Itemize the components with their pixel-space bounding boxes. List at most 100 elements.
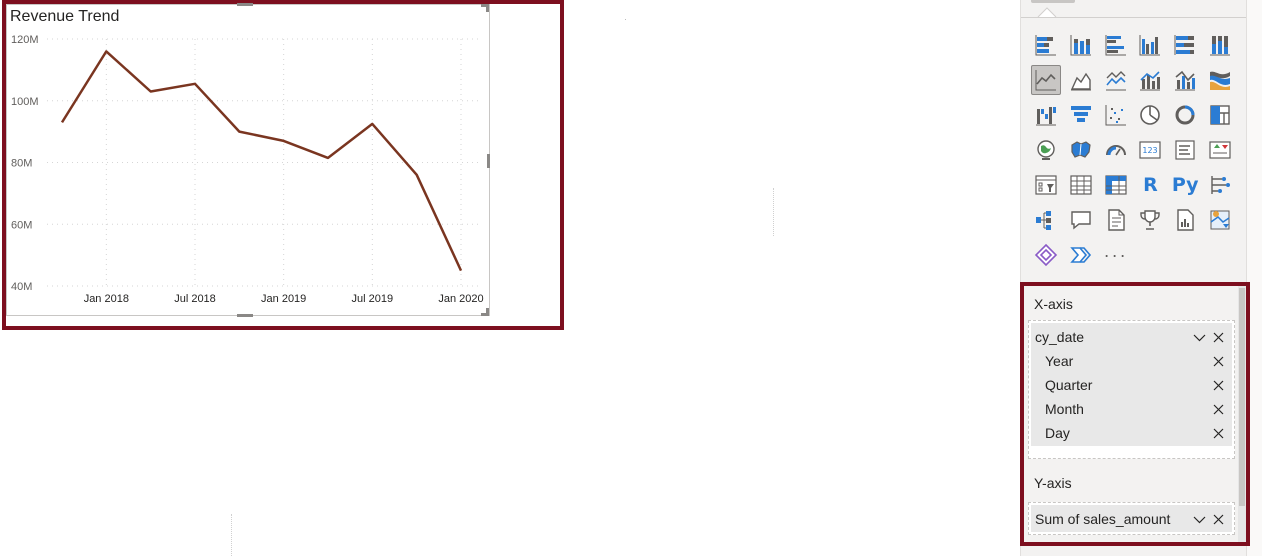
x-tick-label: Jul 2018 [174, 293, 216, 305]
clustered-column-chart-icon[interactable] [1135, 30, 1165, 60]
area-chart-icon[interactable] [1066, 65, 1096, 95]
ribbon-chart-icon[interactable] [1205, 65, 1235, 95]
close-icon[interactable] [1210, 377, 1226, 393]
data-point[interactable] [103, 48, 109, 54]
clustered-bar-chart-icon[interactable] [1101, 30, 1131, 60]
resize-handle-top-right[interactable] [481, 4, 489, 12]
100-stacked-column-chart-icon[interactable] [1205, 30, 1235, 60]
more-visuals-icon[interactable]: ··· [1103, 244, 1128, 265]
close-icon[interactable] [1210, 511, 1226, 527]
waterfall-chart-icon[interactable] [1031, 100, 1061, 130]
x-tick-label: Jul 2019 [352, 293, 394, 305]
line-chart-visual[interactable]: Revenue Trend 120M 100M 80M 60M 40M Jan 2018 J… [6, 3, 491, 317]
close-icon[interactable] [1210, 401, 1226, 417]
y-axis-well[interactable]: Sum of sales_amount [1028, 502, 1235, 535]
r-visual-icon[interactable]: R [1143, 174, 1158, 196]
hierarchy-level-month[interactable]: Month [1031, 397, 1232, 421]
data-point[interactable] [281, 138, 287, 144]
hierarchy-level-year[interactable]: Year [1031, 349, 1232, 373]
card-icon[interactable]: 123 [1135, 135, 1165, 165]
chevron-down-icon[interactable] [1191, 329, 1207, 345]
treemap-icon[interactable] [1205, 100, 1235, 130]
decomposition-tree-icon[interactable] [1031, 205, 1061, 235]
data-point[interactable] [458, 268, 464, 274]
y-tick-label: 60M [11, 219, 32, 231]
close-icon[interactable] [1210, 329, 1226, 345]
y-tick-label: 100M [11, 96, 39, 108]
donut-chart-icon[interactable] [1170, 100, 1200, 130]
resize-handle-bottom[interactable] [237, 314, 253, 317]
pane-scrollbar[interactable] [1246, 0, 1262, 556]
data-point[interactable] [59, 119, 65, 125]
smart-narrative-icon[interactable] [1101, 205, 1131, 235]
x-tick-label: Jan 2018 [84, 293, 129, 305]
svg-text:123: 123 [1143, 146, 1158, 155]
stacked-bar-chart-icon[interactable] [1031, 30, 1061, 60]
hierarchy-level-name: Year [1045, 353, 1074, 369]
funnel-chart-icon[interactable] [1066, 100, 1096, 130]
stacked-area-chart-icon[interactable] [1101, 65, 1131, 95]
resize-handle-top[interactable] [237, 3, 253, 6]
slicer-icon[interactable] [1031, 170, 1061, 200]
pane-divider [1021, 17, 1247, 18]
data-point[interactable] [192, 81, 198, 87]
visual-title: Revenue Trend [10, 8, 120, 25]
hierarchy-level-quarter[interactable]: Quarter [1031, 373, 1232, 397]
canvas-guide-line [773, 188, 774, 236]
data-point[interactable] [369, 121, 375, 127]
y-axis-field[interactable]: Sum of sales_amount [1031, 507, 1232, 531]
pie-chart-icon[interactable] [1135, 100, 1165, 130]
filled-map-icon[interactable] [1066, 135, 1096, 165]
field-wells: X-axis cy_date Year Quarter Month Day Y-axi… [1024, 286, 1238, 542]
wells-scrollbar[interactable] [1238, 286, 1246, 542]
y-tick-label: 40M [11, 281, 32, 293]
line-chart-icon[interactable] [1031, 65, 1061, 95]
line-and-stacked-column-chart-icon[interactable] [1135, 65, 1165, 95]
scatter-chart-icon[interactable] [1101, 100, 1131, 130]
matrix-icon[interactable] [1101, 170, 1131, 200]
100-stacked-bar-chart-icon[interactable] [1170, 30, 1200, 60]
power-automate-icon[interactable] [1066, 240, 1096, 270]
map-icon[interactable] [1031, 135, 1061, 165]
data-point[interactable] [148, 88, 154, 94]
data-point[interactable] [236, 129, 242, 135]
close-icon[interactable] [1210, 353, 1226, 369]
line-chart[interactable]: 120M 100M 80M 60M 40M Jan 2018 Jul 2018 Jan 201… [7, 5, 491, 317]
kpi-icon[interactable] [1205, 135, 1235, 165]
stacked-column-chart-icon[interactable] [1066, 30, 1096, 60]
hierarchy-level-day[interactable]: Day [1031, 421, 1232, 445]
gauge-icon[interactable] [1101, 135, 1131, 165]
resize-handle-bottom-right[interactable] [481, 308, 489, 316]
goals-icon[interactable] [1135, 205, 1165, 235]
series-line[interactable] [60, 50, 463, 272]
x-axis-well[interactable]: cy_date Year Quarter Month Day [1028, 320, 1235, 459]
line-and-clustered-column-chart-icon[interactable] [1170, 65, 1200, 95]
field-wells-highlight-box: X-axis cy_date Year Quarter Month Day Y-axi… [1020, 282, 1250, 546]
power-apps-icon[interactable] [1031, 240, 1061, 270]
qa-icon[interactable] [1066, 205, 1096, 235]
azure-map-icon[interactable] [1205, 205, 1235, 235]
table-icon[interactable] [1066, 170, 1096, 200]
paginated-report-icon[interactable] [1170, 205, 1200, 235]
key-influencers-icon[interactable] [1205, 170, 1235, 200]
chart-highlight-box [2, 0, 564, 330]
data-point[interactable] [325, 155, 331, 161]
x-axis-field-card[interactable]: cy_date Year Quarter Month Day [1031, 323, 1232, 446]
canvas-guide-line [231, 514, 232, 556]
resize-handle-right[interactable] [487, 154, 490, 168]
report-canvas[interactable]: Revenue Trend 120M 100M 80M 60M 40M Jan 2018 J… [0, 0, 1020, 556]
y-axis-well-label: Y-axis [1034, 475, 1072, 491]
x-axis-field[interactable]: cy_date [1031, 325, 1232, 349]
close-icon[interactable] [1210, 425, 1226, 441]
wells-scrollbar-thumb[interactable] [1239, 288, 1245, 506]
data-point[interactable] [414, 172, 420, 178]
x-tick-label: Jan 2019 [261, 293, 306, 305]
pane-tab-indicator [1031, 0, 1075, 3]
y-axis-field-card[interactable]: Sum of sales_amount [1031, 505, 1232, 532]
python-visual-icon[interactable]: Py [1171, 174, 1199, 196]
canvas-guide-dot [625, 19, 626, 20]
multi-row-card-icon[interactable] [1170, 135, 1200, 165]
chevron-down-icon[interactable] [1191, 511, 1207, 527]
hierarchy-level-name: Quarter [1045, 377, 1093, 393]
caret-up-icon [1037, 7, 1057, 18]
